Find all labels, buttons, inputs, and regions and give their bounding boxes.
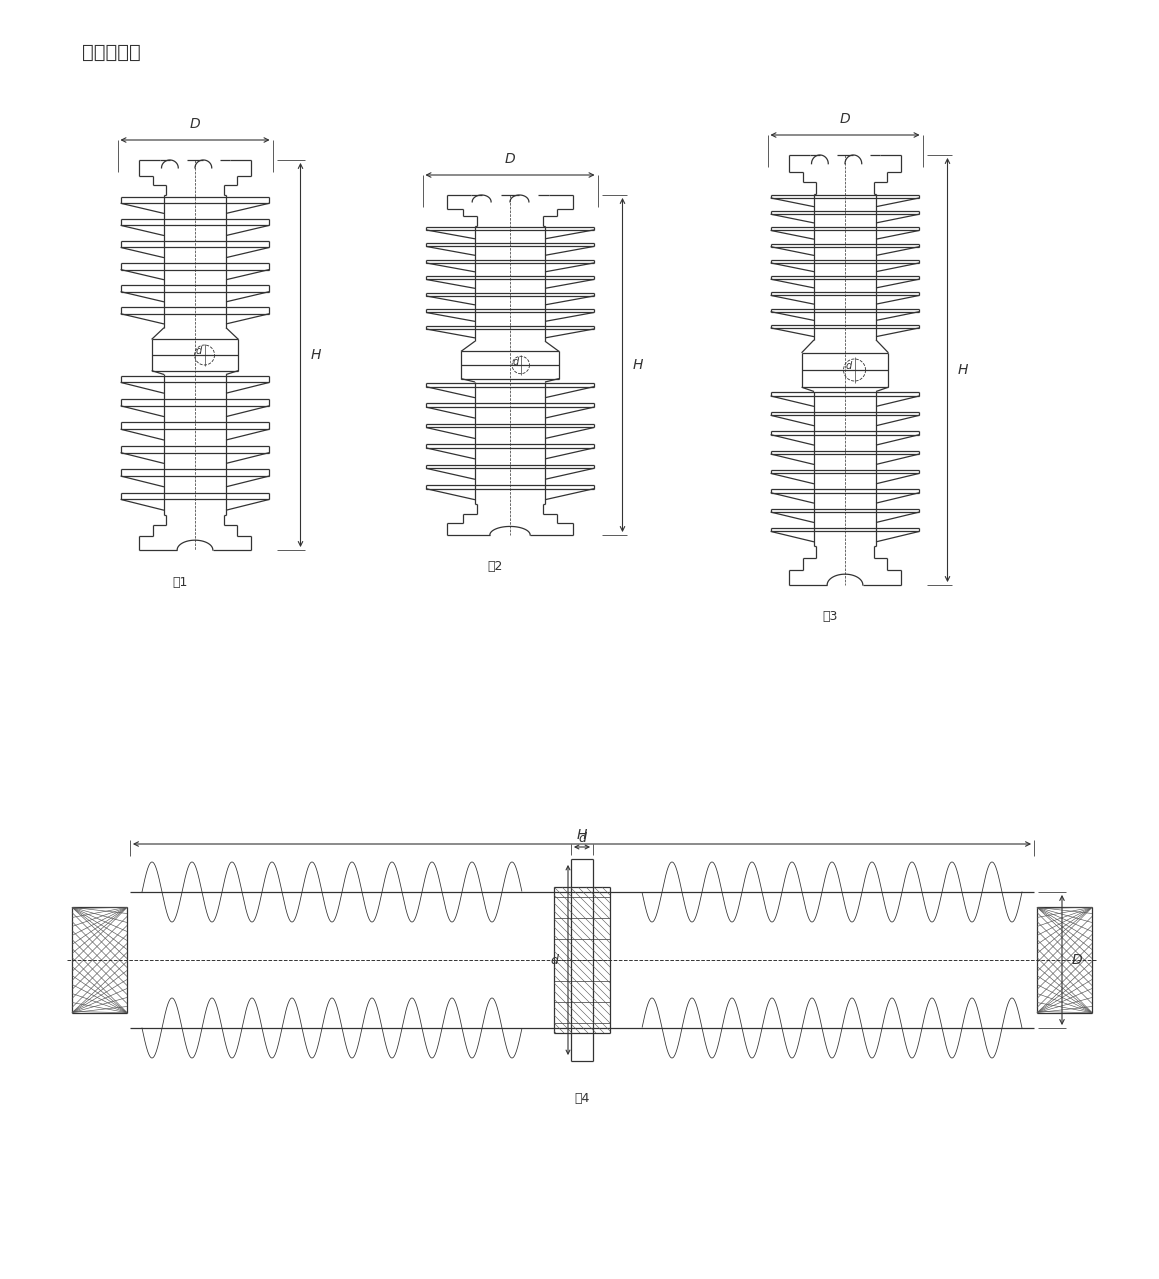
Text: D: D (1072, 953, 1083, 967)
Text: D: D (190, 116, 201, 130)
Text: H: H (633, 358, 643, 372)
Text: 图2: 图2 (487, 560, 503, 573)
Text: 图4: 图4 (575, 1091, 590, 1105)
Text: H: H (577, 828, 588, 842)
Text: 图3: 图3 (823, 610, 838, 623)
Text: H: H (957, 363, 968, 377)
Text: d: d (513, 357, 519, 367)
Text: d: d (578, 833, 586, 845)
Text: H: H (311, 348, 321, 362)
Text: 熔断器瓷件: 熔断器瓷件 (82, 42, 140, 61)
Text: d: d (551, 954, 557, 967)
Text: d: d (845, 361, 852, 371)
Text: D: D (504, 152, 516, 166)
Text: D: D (839, 113, 851, 127)
Text: 图1: 图1 (173, 576, 188, 588)
Text: d: d (196, 347, 202, 356)
